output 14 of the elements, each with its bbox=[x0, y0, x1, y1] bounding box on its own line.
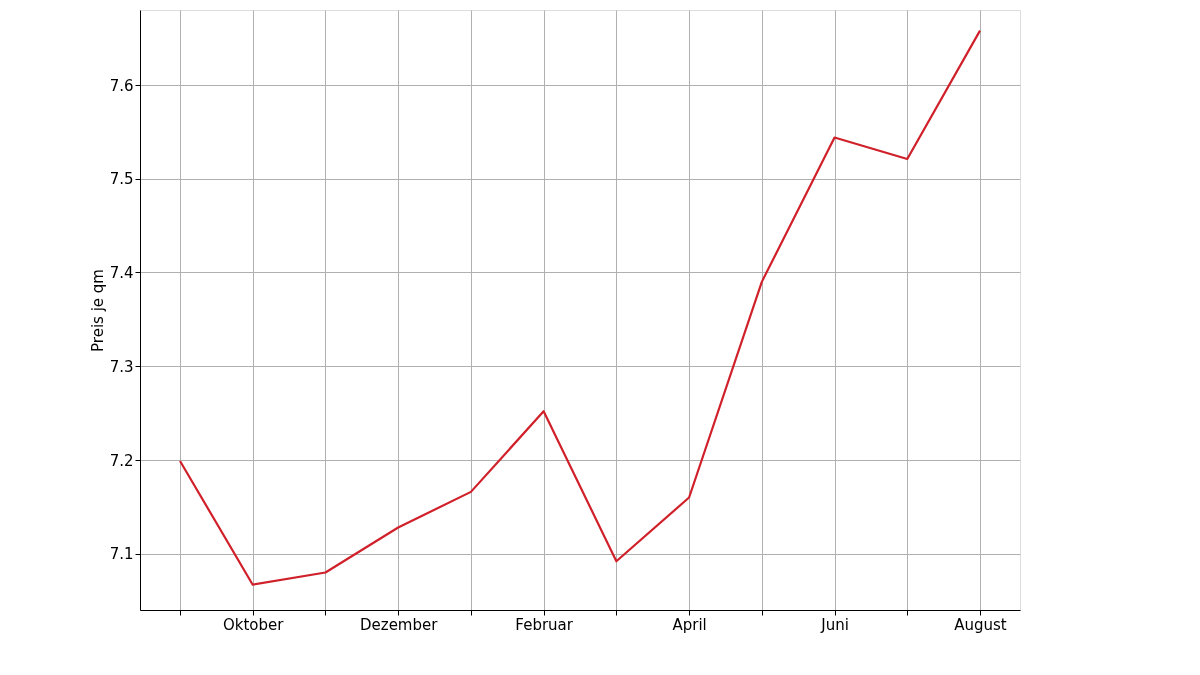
x-tick-label: Oktober bbox=[222, 615, 285, 634]
x-tick-label: April bbox=[672, 615, 707, 634]
x-tick-label: August bbox=[954, 615, 1007, 634]
y-tick-label: 7.1 bbox=[109, 545, 134, 564]
y-tick-label: 7.6 bbox=[109, 76, 134, 95]
x-tick-label: Februar bbox=[515, 615, 574, 634]
y-axis-title: Preis je qm bbox=[88, 269, 107, 352]
line-series bbox=[178, 29, 982, 586]
x-tick-label: Juni bbox=[820, 615, 849, 634]
y-tick-label: 7.4 bbox=[109, 264, 134, 282]
y-tick-label: 7.3 bbox=[109, 357, 134, 376]
y-tick-label: 7.5 bbox=[109, 170, 134, 189]
y-tick-label: 7.2 bbox=[109, 451, 134, 470]
x-tick-label: Dezember bbox=[359, 615, 439, 634]
